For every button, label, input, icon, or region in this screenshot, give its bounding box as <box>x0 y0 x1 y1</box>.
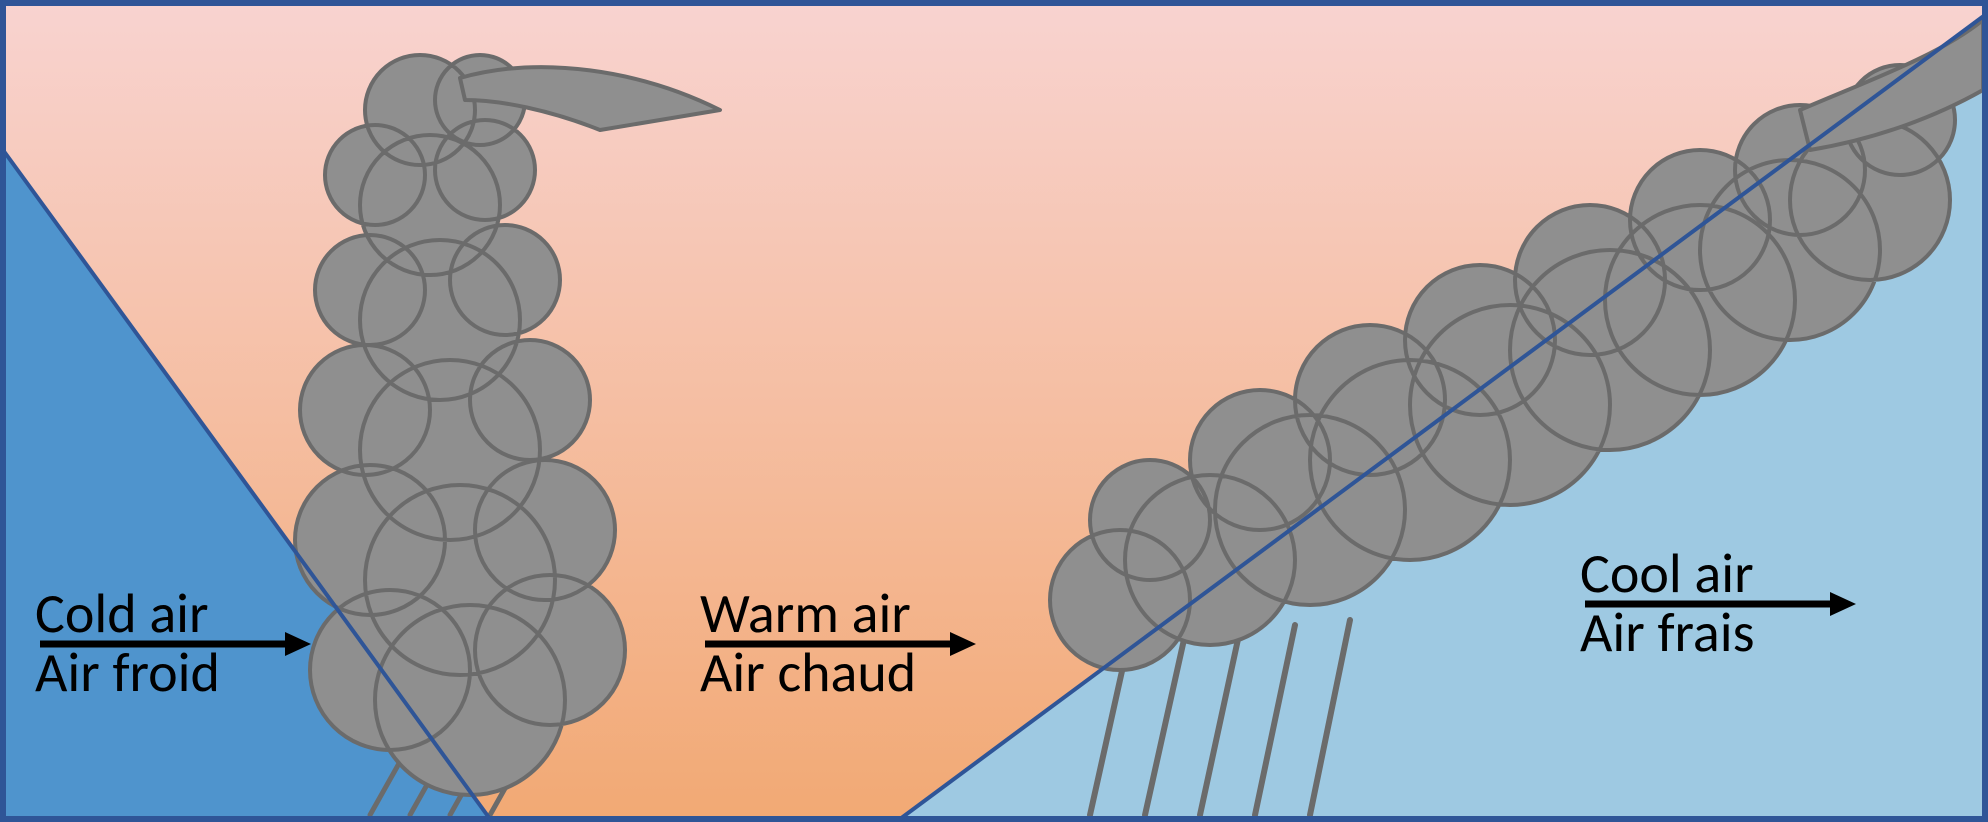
label-cold-air-en: Cold air <box>35 585 220 644</box>
label-cool-air: Cool air Air frais <box>1580 545 1754 663</box>
label-cool-air-en: Cool air <box>1580 545 1754 604</box>
label-cold-air: Cold air Air froid <box>35 585 220 703</box>
weather-front-diagram: Cold air Air froid Warm air Air chaud Co… <box>0 0 1988 822</box>
label-cold-air-fr: Air froid <box>35 644 220 703</box>
label-warm-air-fr: Air chaud <box>700 644 916 703</box>
label-warm-air: Warm air Air chaud <box>700 585 916 703</box>
label-cool-air-fr: Air frais <box>1580 604 1754 663</box>
diagram-svg <box>0 0 1988 822</box>
label-warm-air-en: Warm air <box>700 585 916 644</box>
